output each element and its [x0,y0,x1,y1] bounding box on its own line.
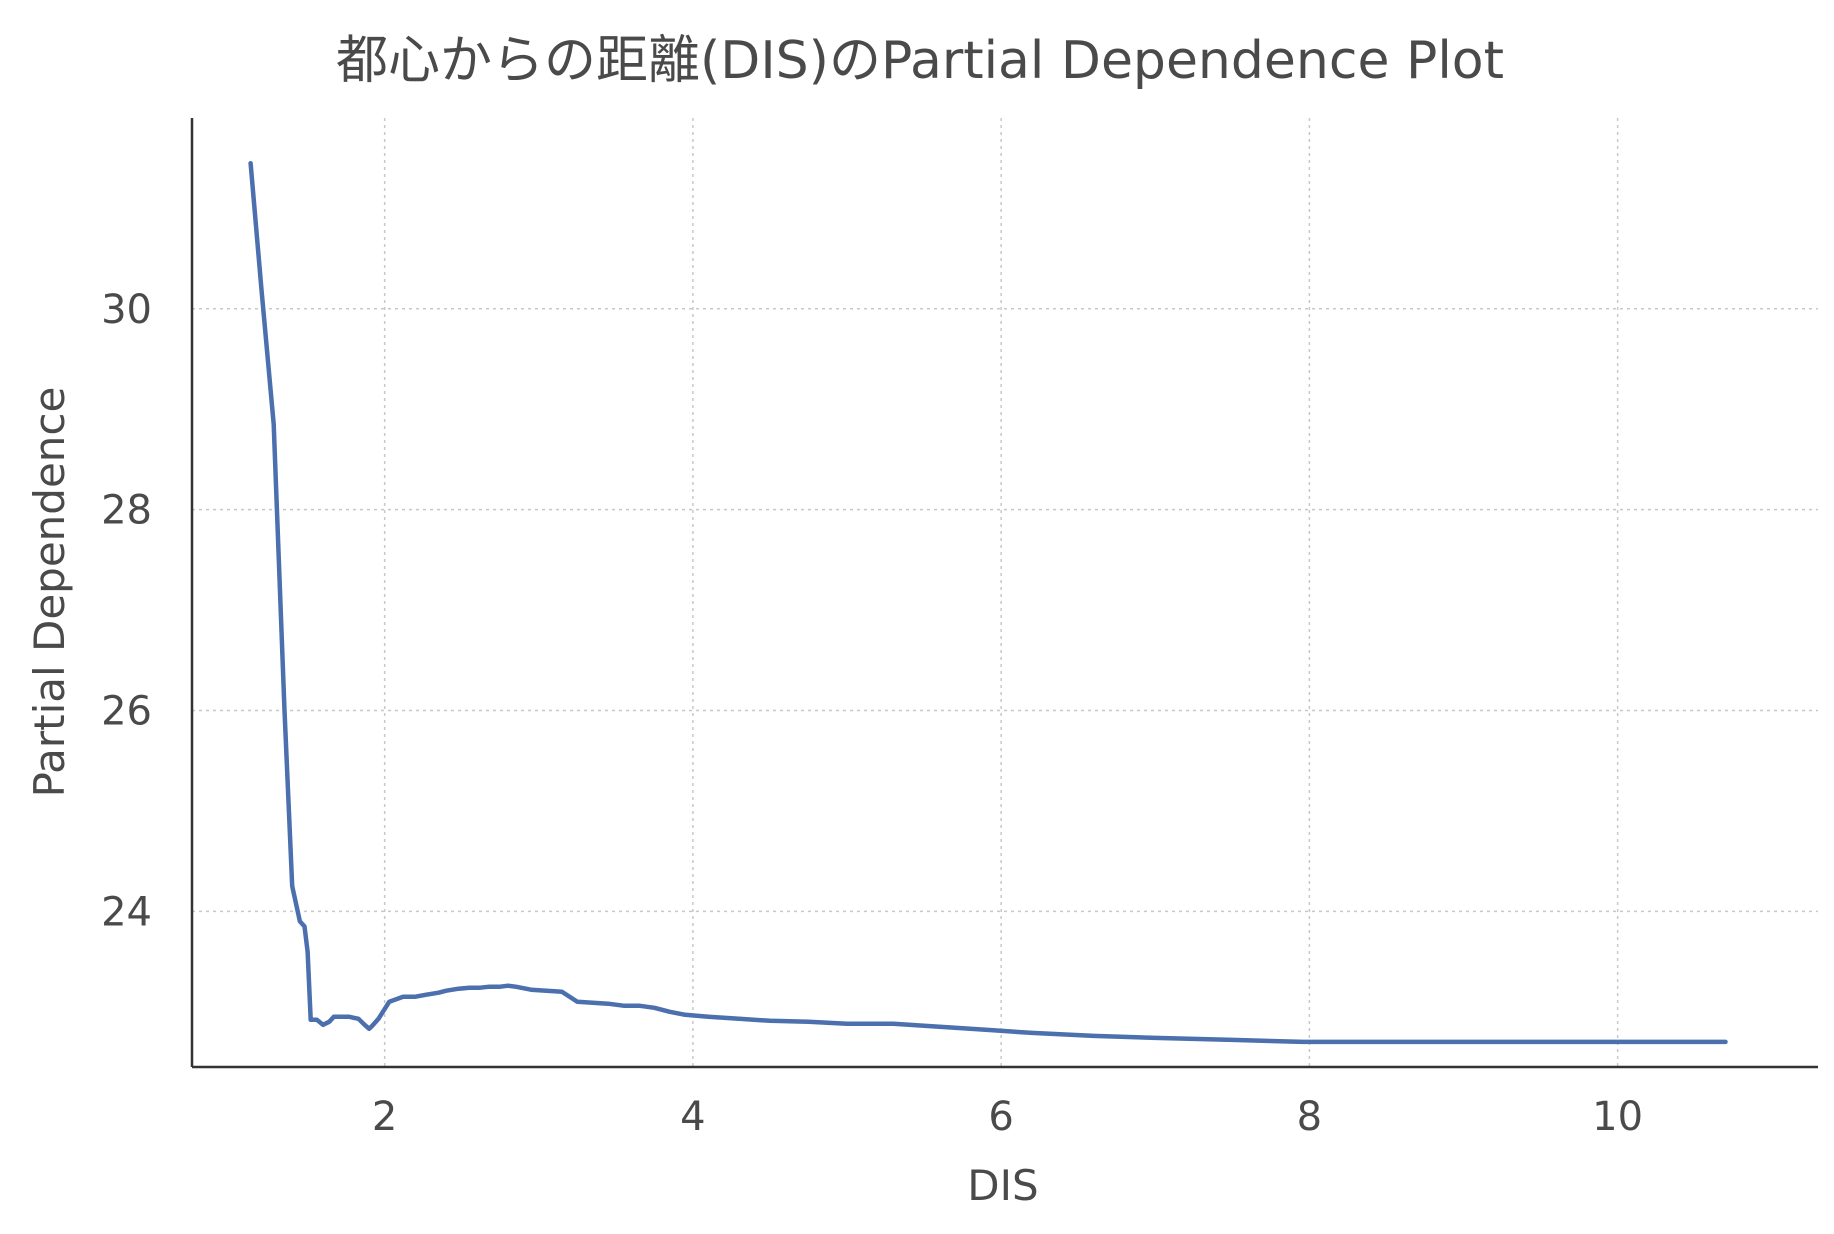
x-tick-label: 10 [1592,1094,1643,1140]
axes [190,118,1818,1069]
x-tick-label: 8 [1297,1094,1322,1140]
grid-lines [192,118,1818,1067]
y-axis-label: Partial Dependence [25,387,74,798]
x-tick-label: 2 [372,1094,397,1140]
x-tick-labels: 2 4 6 8 10 [372,1094,1643,1140]
x-tick-label: 4 [680,1094,705,1140]
series-group [248,160,1728,1045]
y-tick-label: 28 [101,488,152,534]
x-tick-label: 6 [988,1094,1013,1140]
y-tick-label: 26 [101,688,152,734]
y-tick-labels: 24 26 28 30 [101,287,152,936]
y-tick-label: 24 [101,889,152,935]
series-line [248,160,1728,1045]
x-axis-label: DIS [967,1161,1038,1210]
y-tick-label: 30 [101,287,152,333]
chart-title: 都心からの距離(DIS)のPartial Dependence Plot [336,31,1504,91]
